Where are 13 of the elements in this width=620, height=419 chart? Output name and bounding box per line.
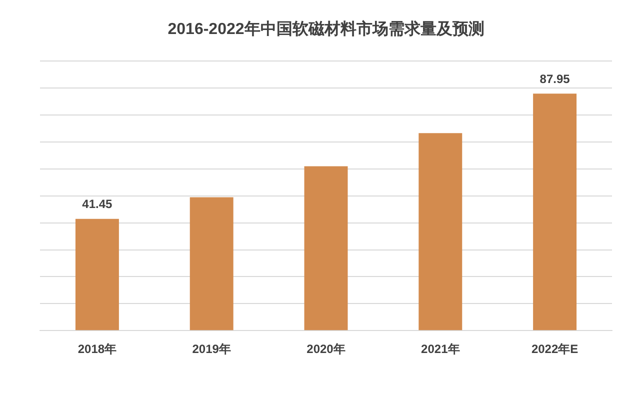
chart-title: 2016-2022年中国软磁材料市场需求量及预测 <box>168 20 484 38</box>
x-tick-label: 2019年 <box>192 342 231 356</box>
bar <box>75 218 119 330</box>
x-tick-label: 2022年E <box>531 342 578 356</box>
bar <box>304 166 348 330</box>
x-tick-label: 2020年 <box>306 342 346 356</box>
data-label: 87.95 <box>540 72 570 86</box>
x-tick-label: 2021年 <box>421 342 460 356</box>
data-label: 41.45 <box>82 197 113 212</box>
bar <box>418 133 462 330</box>
bar <box>533 94 577 330</box>
bar <box>190 197 234 330</box>
x-tick-label: 2018年 <box>78 342 117 356</box>
